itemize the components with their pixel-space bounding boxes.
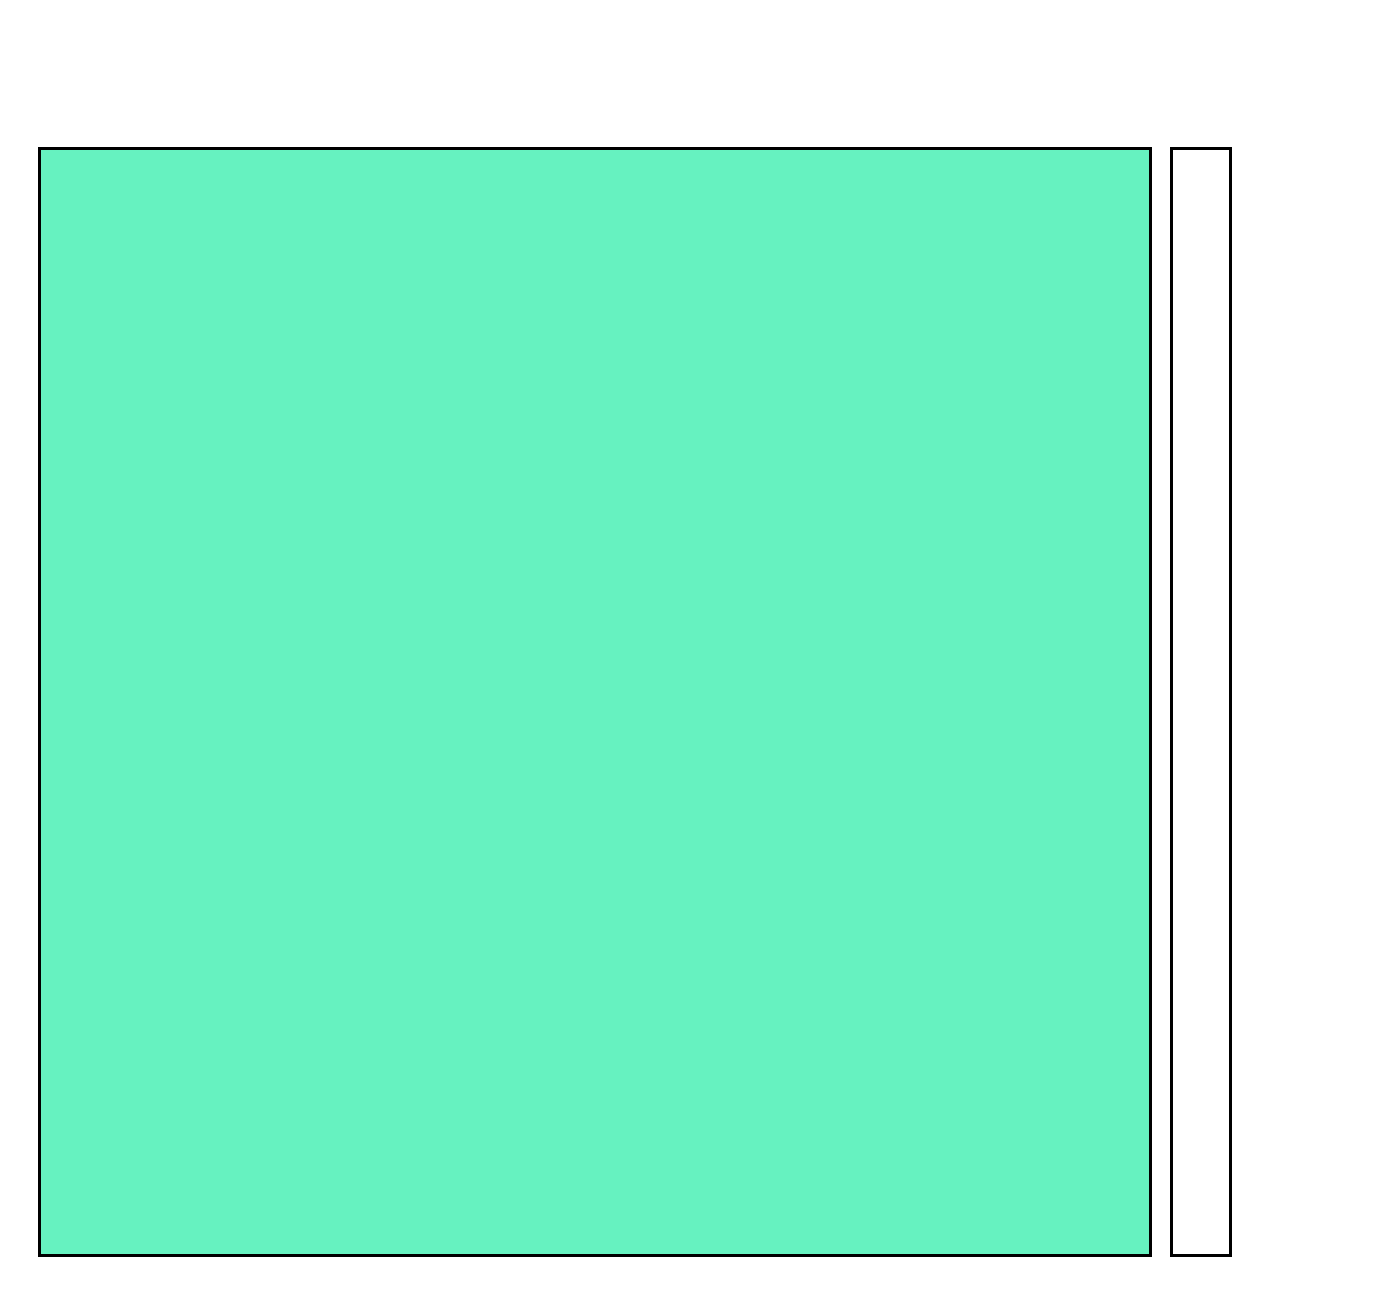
colorbar[interactable] xyxy=(1170,147,1232,1257)
map-plot-area[interactable] xyxy=(38,147,1152,1257)
wind-barb-and-boundary-overlay xyxy=(41,150,1149,1254)
colorbar-tick-labels xyxy=(1232,147,1382,1257)
